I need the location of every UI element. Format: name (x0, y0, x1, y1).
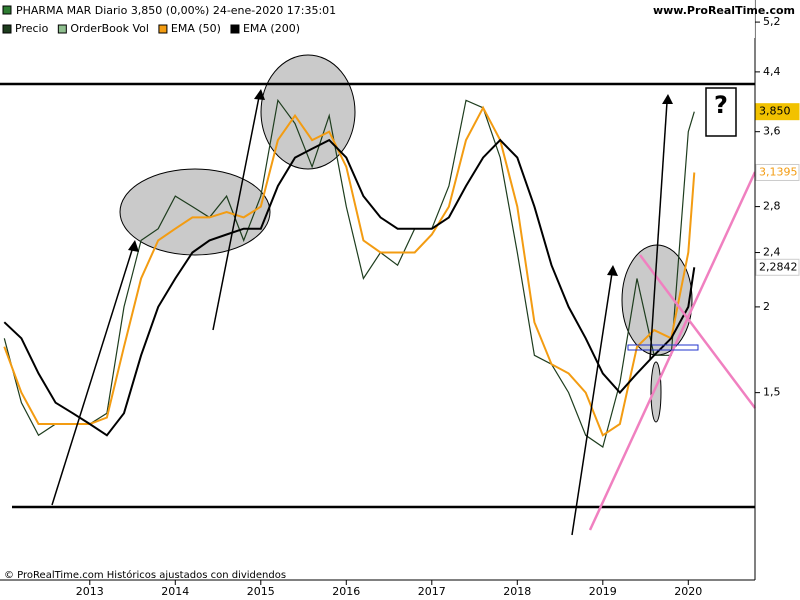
x-tick-label: 2020 (674, 585, 702, 598)
legend-swatch (230, 24, 240, 34)
y-tick-label: 3,6 (763, 125, 781, 138)
annotation-box (705, 87, 737, 137)
arrow (212, 96, 260, 331)
chart-title: PHARMA MAR Diario 3,850 (0,00%) 24-ene-2… (16, 4, 336, 17)
overlays: ? (0, 82, 757, 536)
arrow (51, 246, 134, 506)
arrow-head (607, 265, 618, 276)
trend-line (588, 171, 757, 531)
arrow (649, 101, 668, 361)
trend-line (639, 254, 756, 409)
x-tick-label: 2015 (247, 585, 275, 598)
x-tick-label: 2016 (332, 585, 360, 598)
legend-label: Precio (15, 22, 49, 35)
arrow-head (662, 94, 673, 104)
arrow-head (254, 89, 265, 100)
source: www.ProRealTime.com (653, 4, 795, 17)
legend-swatch (158, 24, 168, 34)
series-line (3, 138, 696, 437)
ellipse (650, 361, 662, 423)
footer: © ProRealTime.com Históricos ajustados c… (4, 569, 286, 581)
y-tick-label: 2,4 (763, 246, 781, 259)
price-label: 2,2842 (759, 260, 798, 273)
series-line (3, 98, 695, 448)
x-tick-label: 2017 (418, 585, 446, 598)
plot (3, 98, 696, 448)
legend: Precio OrderBook Vol EMA (50) EMA (200) (2, 22, 300, 35)
y-tick-label: 1,5 (763, 386, 781, 399)
x-tick-label: 2014 (161, 585, 189, 598)
ellipse (119, 168, 271, 256)
legend-swatch (57, 24, 67, 34)
price-label: 3,850 (759, 105, 791, 118)
y-tick-label: 2,8 (763, 200, 781, 213)
legend-swatch (2, 24, 12, 34)
legend-label: OrderBook Vol (70, 22, 149, 35)
price-label-box (755, 258, 800, 276)
price-label: 3,1395 (759, 165, 798, 178)
header-bg (0, 0, 755, 38)
header: PHARMA MAR Diario 3,850 (0,00%) 24-ene-2… (0, 0, 795, 38)
icon (2, 5, 12, 15)
y-tick-label: 5,2 (763, 15, 781, 28)
box (627, 344, 699, 351)
series-line (3, 105, 696, 437)
price-label-box (755, 103, 800, 121)
legend-label: EMA (200) (243, 22, 300, 35)
x-tick-label: 2013 (76, 585, 104, 598)
x-tick-label: 2018 (503, 585, 531, 598)
price-label-box (755, 163, 800, 181)
arrow-head (128, 240, 139, 252)
arrow (571, 272, 613, 536)
x-tick-label: 2019 (589, 585, 617, 598)
legend-label: EMA (50) (171, 22, 221, 35)
y-tick-label: 4,4 (763, 65, 781, 78)
arrows (51, 96, 668, 536)
y-tick-label: 2 (763, 300, 770, 313)
annotation: ? (714, 91, 728, 119)
